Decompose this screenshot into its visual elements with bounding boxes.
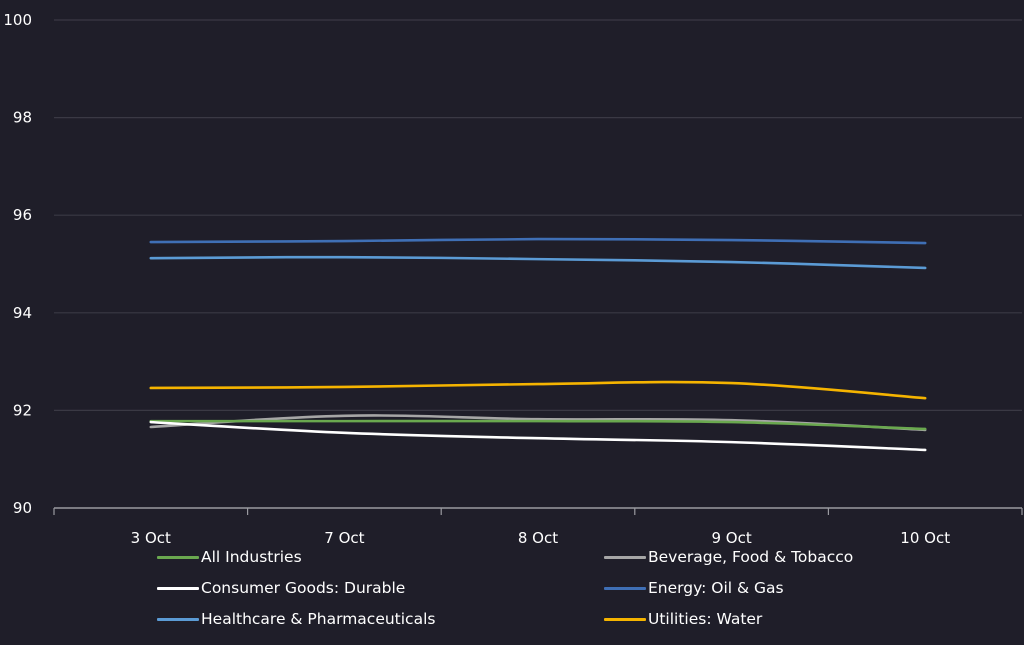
x-tick-label: 9 Oct [711, 529, 751, 545]
legend-swatch [604, 617, 646, 621]
legend-item-consumer-goods-durable: Consumer Goods: Durable [157, 579, 405, 597]
legend-label: Consumer Goods: Durable [201, 579, 406, 597]
legend-swatch [604, 555, 646, 559]
y-tick-label: 100 [3, 11, 32, 29]
x-axis-tick-labels: 3 Oct 7 Oct 8 Oct 9 Oct 10 Oct [131, 529, 951, 545]
series-line-consumer-goods-durable [149, 420, 927, 452]
legend-label: Energy: Oil & Gas [648, 579, 784, 597]
legend-swatch [157, 555, 199, 559]
series-lines [149, 237, 927, 452]
legend-item-energy-oil-gas: Energy: Oil & Gas [604, 579, 784, 597]
y-tick-label: 92 [13, 401, 32, 419]
series-line-energy-oil-gas [149, 237, 927, 245]
x-tick-label: 8 Oct [518, 529, 558, 545]
x-tick-label: 3 Oct [131, 529, 171, 545]
y-axis-tick-labels: 90 92 94 96 98 100 [3, 11, 32, 517]
y-tick-label: 90 [13, 499, 32, 517]
y-tick-label: 96 [13, 206, 32, 224]
gridlines [54, 19, 1022, 411]
legend-item-healthcare-pharmaceuticals: Healthcare & Pharmaceuticals [157, 610, 435, 628]
x-tick-label: 7 Oct [324, 529, 364, 545]
legend-label: All Industries [201, 548, 302, 566]
y-tick-label: 98 [13, 109, 32, 127]
x-axis [53, 507, 1023, 515]
series-line-all-industries [149, 419, 927, 431]
legend-label: Utilities: Water [648, 610, 763, 628]
legend-swatch [157, 617, 199, 621]
legend-label: Healthcare & Pharmaceuticals [201, 610, 436, 628]
line-chart: 90 92 94 96 98 100 3 Oct 7 Oct 8 Oct 9 Oct 10 Oct [3, 11, 1023, 545]
series-line-utilities-water [149, 380, 927, 400]
y-tick-label: 94 [13, 304, 32, 322]
series-line-healthcare-pharmaceuticals [149, 255, 927, 270]
legend-label: Beverage, Food & Tobacco [648, 548, 854, 566]
legend-swatch [604, 586, 646, 590]
x-tick-label: 10 Oct [900, 529, 950, 545]
legend-item-all-industries: All Industries [157, 548, 302, 566]
legend-swatch [157, 586, 199, 590]
legend-item-beverage-food-tobacco: Beverage, Food & Tobacco [604, 548, 853, 566]
legend-item-utilities-water: Utilities: Water [604, 610, 762, 628]
